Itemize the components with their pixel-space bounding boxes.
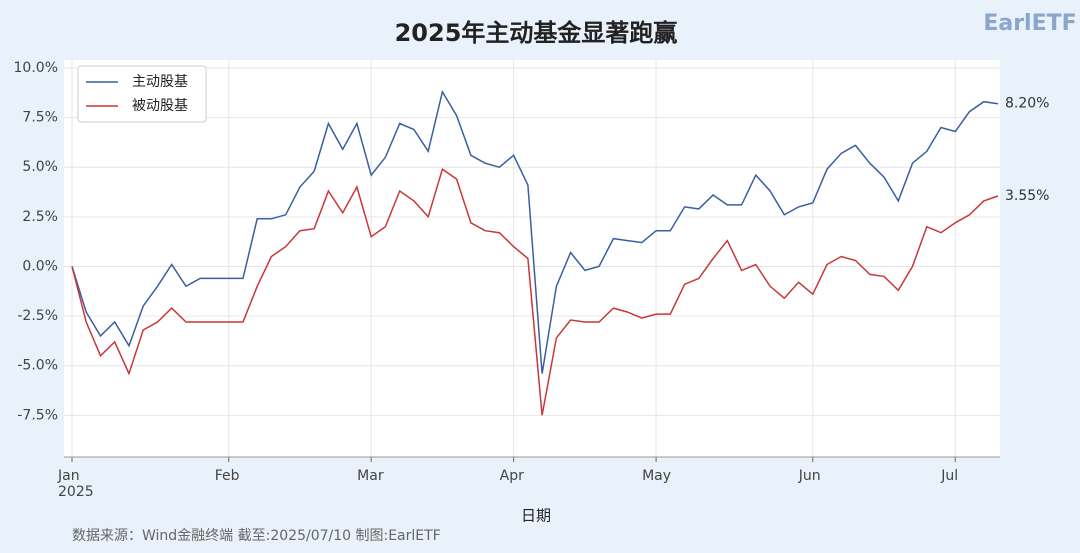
x-tick-label: May	[642, 468, 672, 484]
y-tick-label: 0.0%	[22, 258, 58, 274]
source-note: 数据来源：Wind金融终端 截至:2025/07/10 制图:EarlETF	[72, 528, 441, 544]
y-tick-label: -2.5%	[17, 308, 58, 324]
logo: EarlETF	[983, 11, 1076, 36]
x-tick-label: Feb	[214, 468, 240, 484]
x-tick-label: Jun	[798, 468, 821, 484]
x-axis-label: 日期	[521, 507, 551, 525]
plot-area	[64, 60, 1000, 457]
x-tick-label: Jan 2025	[58, 468, 94, 500]
y-tick-label: 5.0%	[22, 159, 58, 175]
y-tick-label: -5.0%	[17, 358, 58, 374]
y-tick-label: -7.5%	[17, 407, 58, 423]
line-series	[71, 89, 999, 374]
y-tick-label: 10.0%	[14, 60, 58, 76]
x-tick-label: Mar	[357, 468, 384, 484]
value-label: 8.20%	[1005, 96, 1049, 112]
value-label: 3.55%	[1005, 188, 1049, 204]
legend-label: 主动股基	[132, 73, 188, 90]
x-tick-label: Jul	[941, 468, 959, 484]
y-tick-label: 7.5%	[22, 110, 58, 126]
legend-label: 被动股基	[132, 97, 188, 114]
y-tick-label: 2.5%	[22, 209, 58, 225]
chart-title: 2025年主动基金显著跑赢	[395, 19, 678, 47]
x-tick-label: Apr	[499, 468, 524, 484]
legend-box	[77, 65, 207, 123]
line-series	[71, 167, 999, 416]
